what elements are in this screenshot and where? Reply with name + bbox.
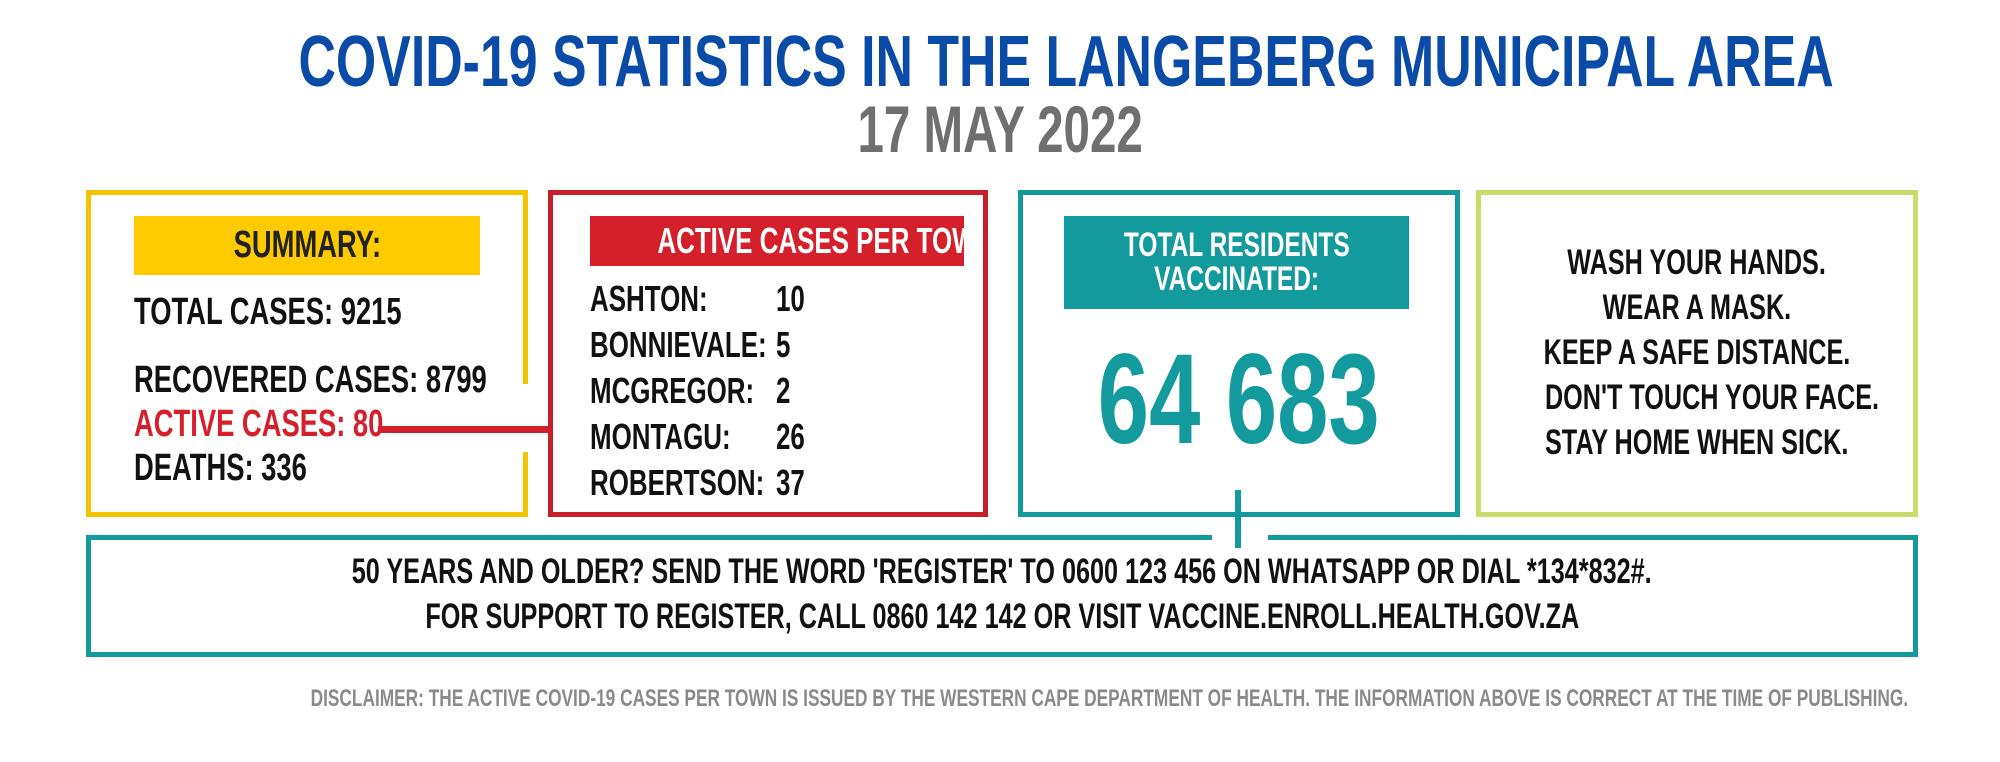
vaccinated-count: 64 683 [1022,330,1456,470]
safety-tips-panel [1476,190,1918,517]
summary-header-text: SUMMARY: [233,224,381,266]
date-text: 17 MAY 2022 [857,92,1143,166]
vaccinated-header-line2: VACCINATED: [1153,260,1319,298]
tip-item: STAY HOME WHEN SICK. [1480,420,1914,465]
town-row-montagu: MONTAGU: 26 [590,414,890,460]
tip-text: DON'T TOUCH YOUR FACE. [1544,378,1880,417]
town-name: BONNIEVALE: [590,324,767,365]
active-cases-per-town-panel [548,190,988,517]
vaccinated-header-line1: TOTAL RESIDENTS [1123,226,1350,264]
town-row-robertson: ROBERTSON: 37 [590,460,890,506]
date-subtitle: 17 MAY 2022 [0,92,2000,166]
town-value: 5 [776,324,791,365]
town-value: 26 [776,416,805,457]
page-title-text: COVID-19 STATISTICS IN THE LANGEBERG MUN… [298,22,1834,102]
deaths: DEATHS: 336 [134,446,374,490]
tip-item: WEAR A MASK. [1480,285,1914,330]
recovered-cases: RECOVERED CASES: 8799 [134,358,624,402]
town-name: MONTAGU: [590,416,731,457]
tip-item: KEEP A SAFE DISTANCE. [1480,330,1914,375]
vaccinated-connector-line [1235,490,1241,548]
registration-line: 50 YEARS AND OLDER? SEND THE WORD 'REGIS… [91,549,1913,594]
total-cases: TOTAL CASES: 9215 [134,290,506,334]
deaths-text: DEATHS: 336 [134,447,307,489]
town-name: ROBERTSON: [590,462,765,503]
safety-tips-list: WASH YOUR HANDS. WEAR A MASK. KEEP A SAF… [1480,240,1914,465]
total-cases-text: TOTAL CASES: 9215 [134,291,402,333]
summary-header: SUMMARY: [134,216,480,275]
tip-text: WEAR A MASK. [1602,288,1792,327]
summary-border-gap [520,384,536,452]
town-value: 2 [776,370,791,411]
towns-header-text: ACTIVE CASES PER TOWN: [657,220,964,261]
registration-text: 50 YEARS AND OLDER? SEND THE WORD 'REGIS… [91,549,1913,639]
summary-panel [86,190,528,517]
active-cases: ACTIVE CASES: 80 [134,402,480,446]
tip-item: WASH YOUR HANDS. [1480,240,1914,285]
town-value: 10 [776,278,805,319]
town-name: MCGREGOR: [590,370,755,411]
town-row-bonnievale: BONNIEVALE: 5 [590,322,890,368]
active-cases-text: ACTIVE CASES: 80 [134,403,384,445]
active-cases-connector-line [378,426,553,433]
active-cases-per-town-header: ACTIVE CASES PER TOWN: [590,216,964,266]
registration-panel [86,535,1918,657]
registration-line: FOR SUPPORT TO REGISTER, CALL 0860 142 1… [91,594,1913,639]
town-row-ashton: ASHTON: 10 [590,276,890,322]
disclaimer-text: DISCLAIMER: THE ACTIVE COVID-19 CASES PE… [310,685,1909,712]
town-name: ASHTON: [590,278,708,319]
tip-item: DON'T TOUCH YOUR FACE. [1480,375,1914,420]
registration-line-text: 50 YEARS AND OLDER? SEND THE WORD 'REGIS… [352,552,1652,591]
tip-text: KEEP A SAFE DISTANCE. [1543,333,1851,372]
page-title: COVID-19 STATISTICS IN THE LANGEBERG MUN… [0,22,2000,102]
registration-line-text: FOR SUPPORT TO REGISTER, CALL 0860 142 1… [425,597,1579,636]
vaccinated-count-text: 64 683 [1098,328,1380,471]
town-value: 37 [776,462,805,503]
disclaimer: DISCLAIMER: THE ACTIVE COVID-19 CASES PE… [0,684,2000,714]
tip-text: STAY HOME WHEN SICK. [1545,423,1849,462]
vaccinated-header: TOTAL RESIDENTS VACCINATED: [1064,216,1409,309]
recovered-cases-text: RECOVERED CASES: 8799 [134,359,487,401]
town-row-mcgregor: MCGREGOR: 2 [590,368,890,414]
tip-text: WASH YOUR HANDS. [1567,243,1827,282]
